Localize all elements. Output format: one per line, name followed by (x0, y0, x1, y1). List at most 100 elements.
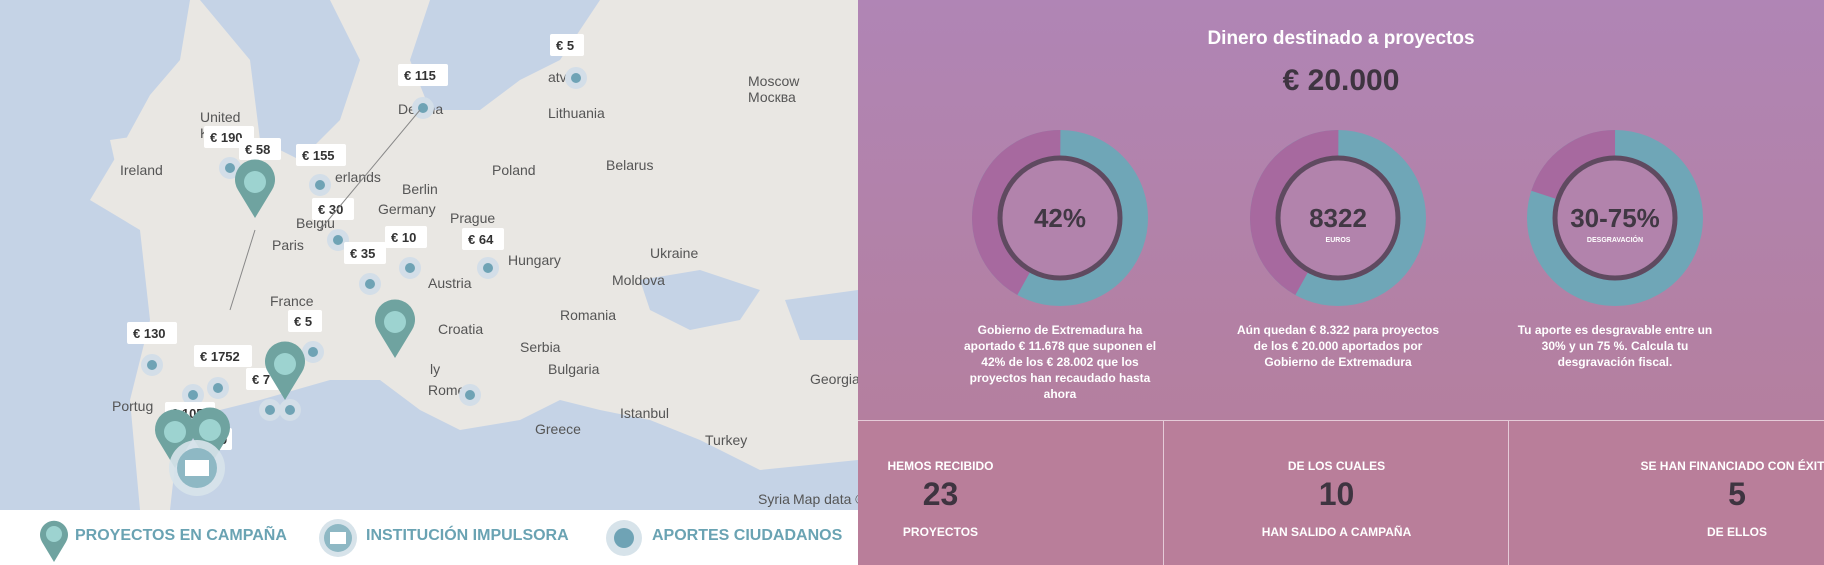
contribution-dot (219, 157, 241, 179)
donut-hole (997, 155, 1123, 281)
tag-box (288, 310, 322, 332)
tag-label: € 5 (556, 38, 574, 53)
dot (279, 399, 301, 421)
map-label: Poland (492, 162, 536, 178)
map-label: Berlin (402, 181, 438, 197)
donut-unit: EUROS (1326, 237, 1351, 244)
contribution-dot (309, 174, 331, 196)
map-label: Syria (758, 491, 790, 507)
map-label: Rome (428, 382, 466, 398)
map-label: erlands (335, 169, 381, 185)
amount-tag: € 5 (550, 34, 584, 56)
donut-segment (972, 130, 1148, 306)
donut-hole (1275, 155, 1401, 281)
tag-label: € 155 (302, 148, 335, 163)
panel-total: € 20.000 (1282, 64, 1400, 97)
map-label: Hungary (508, 252, 561, 268)
donut-description: Gobierno de Extremadura ha aportado € 11… (963, 323, 1157, 401)
dot (182, 384, 204, 406)
stat-cell: DE LOS CUALES 10 HAN SALIDO A CAMPAÑA (1163, 421, 1509, 565)
map-label: United (200, 109, 240, 125)
tag-box (385, 226, 427, 248)
stat-cell: SE HAN FINANCIADO CON ÉXITO 5 DE ELLOS (1508, 421, 1824, 565)
map-label: Turkey (705, 432, 747, 448)
contribution-dot (259, 399, 281, 421)
stat-top: DE LOS CUALES (1287, 459, 1386, 473)
tag-label: € 190 (210, 130, 243, 145)
institution-icon (185, 460, 209, 476)
tag-box (127, 322, 177, 344)
tag-label: € 10 (391, 230, 416, 245)
map-label: ly (430, 361, 440, 377)
legend-institution (319, 519, 357, 557)
stat-top: HEMOS RECIBIDO (887, 459, 994, 473)
contribution-dot (412, 97, 434, 119)
legend-pin (40, 520, 68, 562)
tag-label: € 5 (294, 314, 312, 329)
donut-value: 42% (1034, 203, 1086, 233)
amount-tag: € 130 (127, 322, 177, 344)
amount-tag: € 35 (344, 242, 386, 264)
amount-tag: € 1752 (194, 345, 252, 367)
tag-box (398, 64, 448, 86)
campaign-pin-center (164, 421, 186, 443)
stat-number: 5 (1728, 476, 1746, 512)
legend-dot (606, 520, 642, 556)
stat-number: 10 (1318, 476, 1355, 512)
map-label: Georgia (810, 371, 858, 387)
campaign-pin-center (244, 171, 266, 193)
summary-panel: Dinero destinado a proyectos € 20.000 42… (858, 0, 1824, 420)
legend-label: PROYECTOS EN CAMPAÑA (75, 527, 287, 544)
legend-label: APORTES CIUDADANOS (652, 527, 843, 544)
stat-top: SE HAN FINANCIADO CON ÉXITO (1640, 459, 1824, 473)
stat-bottom: PROYECTOS (902, 525, 979, 539)
tag-box (312, 198, 354, 220)
map-label: Austria (428, 275, 472, 291)
amount-tag: € 64 (462, 228, 504, 250)
map-label: Ireland (120, 162, 163, 178)
map-label: Map data ©2 (793, 491, 858, 507)
tag-label: € 7 (252, 372, 270, 387)
contribution-dot (302, 341, 324, 363)
contribution-dot (477, 257, 499, 279)
stat-bottom: HAN SALIDO A CAMPAÑA (1261, 525, 1412, 539)
map-label: Ukraine (650, 245, 698, 261)
tag-label: € 58 (245, 142, 270, 157)
tag-label: € 30 (318, 202, 343, 217)
stat-bottom: DE ELLOS (1706, 525, 1767, 539)
contribution-dot (399, 257, 421, 279)
donut-segment (1527, 130, 1703, 306)
map-label: Croatia (438, 321, 483, 337)
panel-title: Dinero destinado a proyectos (1207, 28, 1475, 49)
donut-description: Tu aporte es desgravable entre un 30% y … (1517, 323, 1713, 369)
campaign-pin-center (384, 311, 406, 333)
map-label: Romania (560, 307, 616, 323)
map-label: Paris (272, 237, 304, 253)
tag-box (194, 345, 252, 367)
tag-box (239, 138, 281, 160)
donut-unit: DESGRAVACIÓN (1587, 235, 1643, 244)
tag-label: € 1752 (200, 349, 240, 364)
map-label: Belarus (606, 157, 653, 173)
stats: HEMOS RECIBIDO 23 PROYECTOS DE LOS CUALES 10… (858, 420, 1824, 565)
tag-box (462, 228, 504, 250)
stat-cell: HEMOS RECIBIDO 23 PROYECTOS (858, 421, 1163, 565)
campaign-pin-center (274, 353, 296, 375)
tag-label: € 64 (468, 232, 494, 247)
contribution-dot (327, 229, 349, 251)
map-label: Moscow (748, 73, 800, 89)
donut-segment (1250, 130, 1426, 306)
contribution-dot (207, 377, 229, 399)
donut-value: 8322 (1309, 203, 1367, 233)
amount-tag: € 30 (312, 198, 354, 220)
map-label: Москва (748, 89, 796, 105)
donuts: 42% 8322 EUROS 30-75% DESGRAVACIÓN (972, 130, 1703, 306)
donut-value: 30-75% (1570, 203, 1660, 233)
map-label: France (270, 293, 314, 309)
amount-tag: € 155 (296, 144, 346, 166)
stat-number: 23 (922, 476, 959, 512)
map-label: Lithuania (548, 105, 605, 121)
map-label: Serbia (520, 339, 561, 355)
contribution-dot (141, 354, 163, 376)
